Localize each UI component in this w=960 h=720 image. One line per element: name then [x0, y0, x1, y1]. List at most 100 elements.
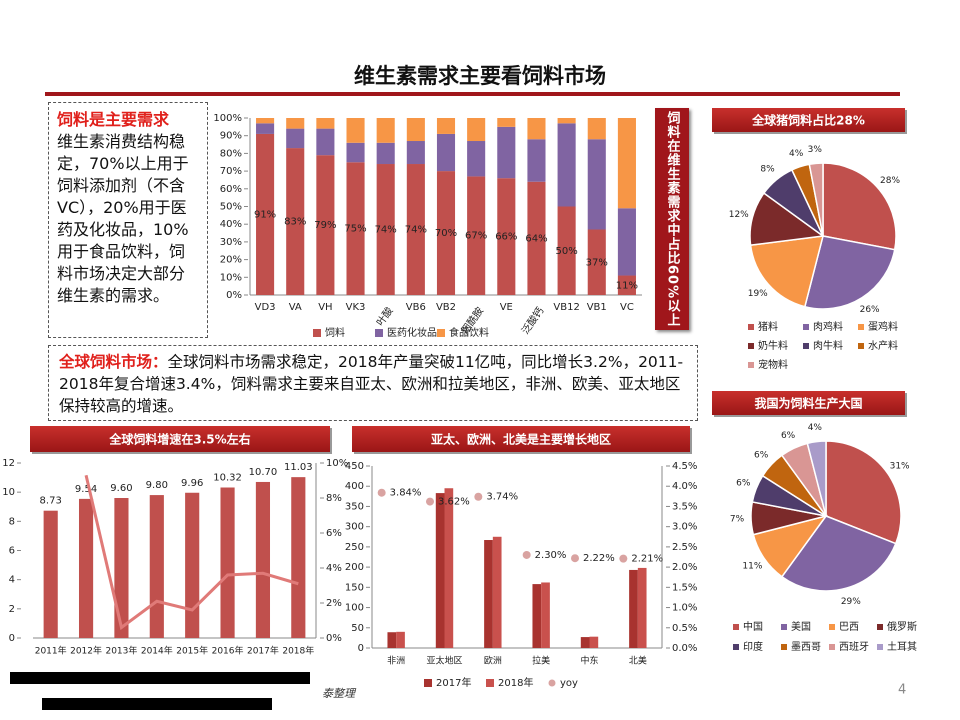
bar-segment: [497, 118, 516, 127]
data-label: 6%: [781, 431, 796, 441]
redaction: [10, 672, 310, 684]
line: [84, 474, 299, 631]
bar-segment: [587, 229, 606, 295]
bar-segment: [406, 141, 425, 165]
bar: [396, 631, 405, 648]
bar-segment: [617, 275, 636, 295]
bar: [532, 584, 542, 648]
tick-label: 40%: [220, 219, 242, 230]
data-label: 64%: [525, 233, 547, 244]
bar-segment: [346, 162, 365, 295]
data-label: 26%: [860, 305, 880, 315]
bar-segment: [376, 164, 395, 295]
bar-segment: [497, 178, 516, 295]
x-tick-label: 中东: [580, 655, 598, 667]
tick-label: 4: [9, 575, 15, 586]
point: [571, 554, 579, 563]
data-label: 31%: [890, 461, 910, 471]
data-label: 12%: [729, 210, 749, 220]
tick-label: 20%: [220, 255, 242, 266]
bar: [255, 481, 271, 638]
legend-marker: [781, 624, 787, 630]
point: [619, 554, 628, 563]
header-bar: [712, 391, 905, 415]
bar-segment: [587, 118, 606, 140]
chart-title: 亚太、欧洲、北美是主要增长地区: [431, 432, 611, 447]
data-label: 74%: [375, 225, 397, 236]
data-label: 50%: [555, 246, 577, 257]
data-label: 79%: [314, 220, 336, 231]
x-tick-label: VE: [500, 302, 513, 313]
data-label: 37%: [586, 257, 608, 268]
data-label: 8%: [760, 164, 775, 174]
x-tick-label: VC: [620, 302, 634, 313]
slide-title: 维生素需求主要看饲料市场: [354, 64, 606, 88]
legend-marker: [733, 644, 739, 650]
tick-label: 0.5%: [672, 623, 697, 634]
legend-label: 水产料: [868, 339, 898, 352]
pie-slice: [806, 440, 827, 517]
bar-segment: [467, 176, 486, 295]
tick-label: 10%: [220, 272, 242, 283]
tick-label: 4.0%: [672, 481, 697, 492]
legend-marker: [733, 624, 739, 630]
data-label: 3%: [808, 145, 823, 155]
bar: [291, 477, 306, 638]
data-label: 4%: [789, 149, 804, 159]
bar-segment: [436, 171, 456, 295]
data-label: 29%: [841, 597, 861, 607]
bar-segment: [286, 128, 305, 149]
market-note: 全球饲料市场：全球饲料市场需求稳定，2018年产量突破11亿吨，同比增长3.2%…: [48, 345, 698, 421]
tick-label: 450: [345, 461, 364, 472]
bar-segment: [376, 142, 395, 165]
legend-label: 医药化妆品: [387, 326, 437, 339]
legend-marker: [829, 624, 835, 630]
legend-label: 蛋鸡料: [868, 320, 898, 333]
x-tick-label: 2017年: [247, 645, 279, 657]
callout: 饲料在维生素需求中占比60%以上: [655, 108, 689, 330]
legend-label: yoy: [560, 678, 578, 689]
x-tick-label: VK3: [346, 302, 366, 313]
data-label: 9.60: [110, 483, 132, 494]
note-body: 维生素消费结构稳定，70%以上用于饲料添加剂（不含VC），20%用于医药及化妆品…: [57, 132, 189, 305]
tick-label: 2.5%: [672, 542, 697, 553]
bar: [220, 487, 235, 638]
data-label: 2.30%: [535, 550, 567, 561]
bar: [444, 488, 454, 648]
data-label: 3.84%: [390, 488, 422, 499]
x-tick-label: 2016年: [212, 645, 244, 657]
tick-label: 2%: [326, 598, 342, 609]
data-label: 6%: [754, 451, 769, 461]
header-bar: [352, 426, 690, 452]
tick-label: 12: [2, 458, 15, 469]
bar: [580, 637, 590, 648]
tick-label: 30%: [220, 237, 242, 248]
legend-label: 美国: [791, 620, 811, 633]
chart-title: 全球猪饲料占比28%: [751, 113, 865, 128]
redaction: [42, 698, 272, 710]
x-tick-label: VB1: [587, 302, 607, 313]
tick-label: 0%: [326, 633, 342, 644]
point: [377, 488, 386, 497]
legend-marker: [748, 362, 754, 368]
data-label: 75%: [344, 224, 366, 235]
bar: [492, 536, 502, 648]
data-label: 67%: [465, 231, 487, 242]
tick-label: 70%: [220, 166, 242, 177]
tick-label: 80%: [220, 148, 242, 159]
bar: [435, 493, 445, 648]
data-label: 3.62%: [438, 497, 470, 508]
legend-label: 肉牛料: [813, 339, 843, 352]
bar-segment: [557, 123, 576, 207]
tick-label: 2: [9, 604, 15, 615]
legend-label: 印度: [743, 640, 763, 653]
bar-segment: [346, 118, 365, 143]
tick-label: 60%: [220, 184, 242, 195]
title-rule: [45, 92, 900, 96]
bar: [541, 582, 550, 648]
x-tick-label: VA: [289, 302, 302, 313]
bar-segment: [557, 206, 576, 295]
bar: [149, 495, 164, 638]
chart-title: 我国为饲料生产大国: [754, 396, 862, 411]
legend-label: 2017年: [436, 676, 471, 689]
